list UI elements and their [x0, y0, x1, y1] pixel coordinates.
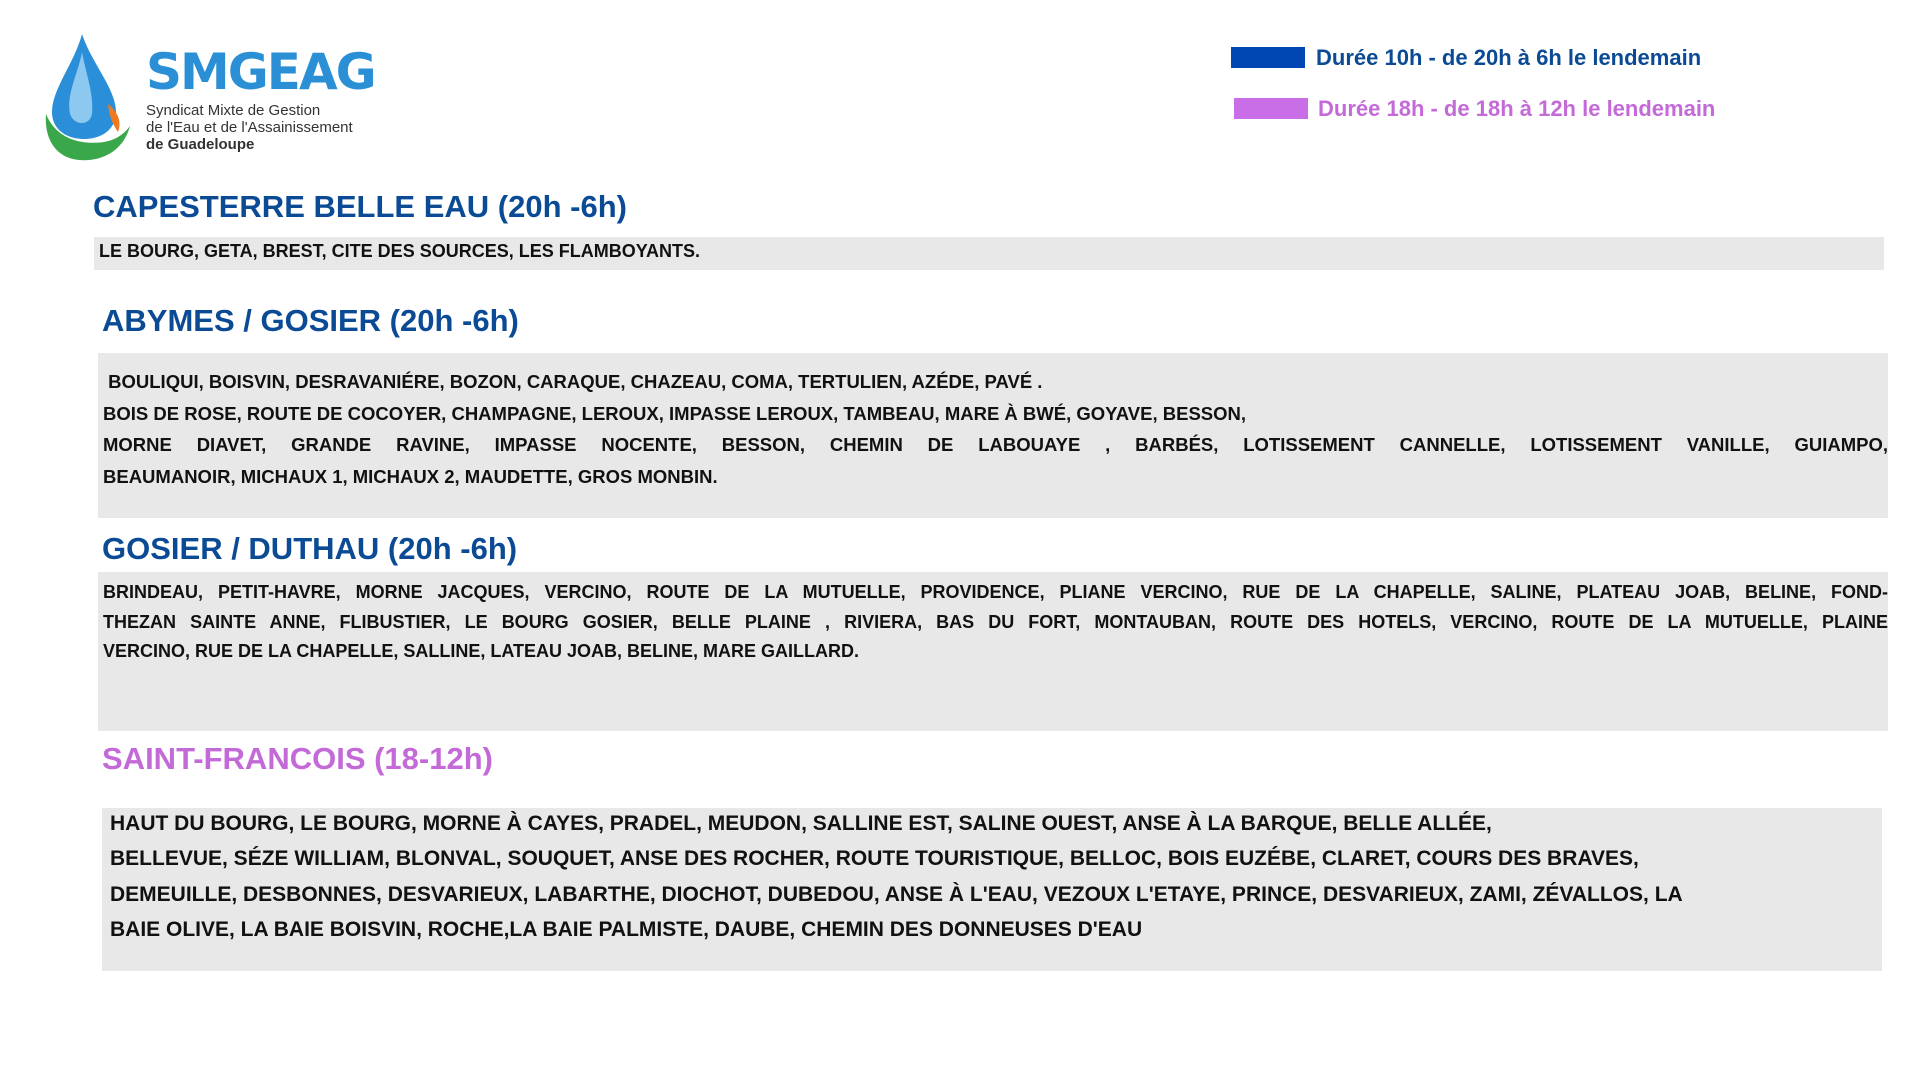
area-list-line: VERCINO, RUE DE LA CHAPELLE, SALLINE, LA…	[103, 641, 860, 661]
logo-subtitle-line: Syndicat Mixte de Gestion	[146, 102, 321, 119]
legend-label-10h: Durée 10h - de 20h à 6h le lendemain	[1316, 45, 1702, 70]
area-list-line: DEMEUILLE, DESBONNES, DESVARIEUX, LABART…	[110, 882, 1683, 906]
section-title-abymes-gosier: ABYMES / GOSIER (20h -6h)	[102, 303, 519, 338]
area-list-line: BELLEVUE, SÉZE WILLIAM, BLONVAL, SOUQUET…	[110, 847, 1639, 871]
area-list-line: HAUT DU BOURG, LE BOURG, MORNE À CAYES, …	[110, 812, 1492, 835]
legend-swatch-blue	[1231, 47, 1305, 68]
logo-subtitle-line: de l'Eau et de l'Assainissement	[146, 119, 353, 136]
area-list-line: MORNE DIAVET, GRANDE RAVINE, IMPASSE NOC…	[103, 434, 1888, 456]
section-title-capesterre: CAPESTERRE BELLE EAU (20h -6h)	[93, 189, 627, 224]
area-list-line: BOIS DE ROSE, ROUTE DE COCOYER, CHAMPAGN…	[103, 402, 1247, 424]
legend-label-18h: Durée 18h - de 18h à 12h le lendemain	[1318, 96, 1716, 121]
area-list-line: BRINDEAU, PETIT-HAVRE, MORNE JACQUES, VE…	[103, 582, 1888, 602]
area-list-line: THEZAN SAINTE ANNE, FLIBUSTIER, LE BOURG…	[103, 611, 1888, 632]
area-list-line: LE BOURG, GETA, BREST, CITE DES SOURCES,…	[99, 241, 701, 261]
area-list-line: BEAUMANOIR, MICHAUX 1, MICHAUX 2, MAUDET…	[103, 466, 718, 488]
section-title-gosier-duthau: GOSIER / DUTHAU (20h -6h)	[102, 531, 518, 566]
section-title-saint-francois: SAINT-FRANCOIS (18-12h)	[102, 741, 493, 776]
area-list-line: BOULIQUI, BOISVIN, DESRAVANIÉRE, BOZON, …	[103, 371, 1043, 392]
section-box-saint-francois: HAUT DU BOURG, LE BOURG, MORNE À CAYES, …	[102, 808, 1882, 971]
section-box-abymes-gosier: BOULIQUI, BOISVIN, DESRAVANIÉRE, BOZON, …	[98, 353, 1888, 518]
logo-subtitle-line: de Guadeloupe	[146, 136, 255, 153]
logo-name: SMGEAG	[146, 43, 377, 101]
area-list-line: BAIE OLIVE, LA BAIE BOISVIN, ROCHE,LA BA…	[110, 917, 1143, 941]
section-box-gosier-duthau: BRINDEAU, PETIT-HAVRE, MORNE JACQUES, VE…	[98, 572, 1888, 731]
logo-drop-icon	[45, 34, 131, 161]
section-box-capesterre: LE BOURG, GETA, BREST, CITE DES SOURCES,…	[94, 237, 1884, 270]
legend-swatch-purple	[1234, 98, 1308, 119]
